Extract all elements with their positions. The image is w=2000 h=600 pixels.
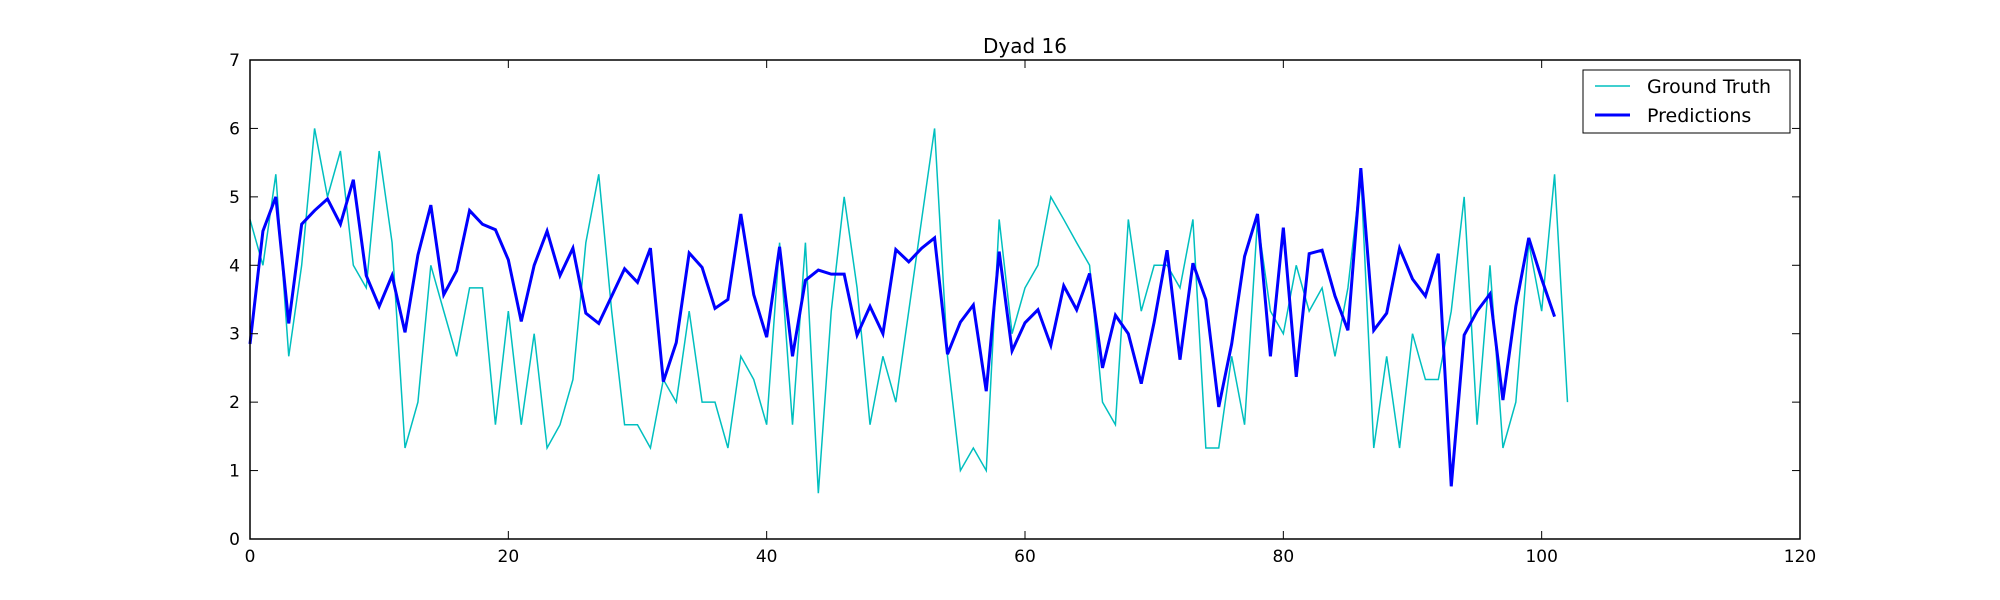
legend-label-ground-truth: Ground Truth bbox=[1647, 76, 1771, 98]
y-tick-label: 6 bbox=[229, 119, 240, 139]
y-tick-label: 4 bbox=[229, 256, 240, 276]
x-tick-label: 120 bbox=[1784, 547, 1816, 567]
legend-box bbox=[1582, 69, 1791, 134]
x-tick-label: 60 bbox=[1014, 547, 1036, 567]
x-tick-label: 0 bbox=[245, 547, 256, 567]
axis-layer: 0 20 40 60 80 100 120 0 1 2 3 4 5 6 7 bbox=[229, 51, 1816, 567]
series-line-ground-truth bbox=[249, 128, 1569, 494]
legend-label-predictions: Predictions bbox=[1647, 105, 1751, 127]
x-tick-label: 20 bbox=[498, 547, 520, 567]
series-line-predictions bbox=[248, 168, 1556, 487]
y-tick-label: 2 bbox=[229, 393, 240, 413]
x-tick-label: 40 bbox=[756, 547, 778, 567]
y-tick-label: 7 bbox=[229, 51, 240, 71]
y-tick-label: 0 bbox=[229, 530, 240, 550]
plot-frame bbox=[249, 59, 1801, 540]
series-layer bbox=[248, 128, 1569, 494]
legend: Ground Truth Predictions bbox=[1582, 69, 1791, 134]
chart-title: Dyad 16 bbox=[983, 34, 1067, 58]
y-tick-label: 1 bbox=[229, 462, 240, 482]
y-tick-label: 5 bbox=[229, 188, 240, 208]
x-tick-label: 100 bbox=[1525, 547, 1557, 567]
x-tick-label: 80 bbox=[1273, 547, 1295, 567]
y-tick-label: 3 bbox=[229, 325, 240, 345]
